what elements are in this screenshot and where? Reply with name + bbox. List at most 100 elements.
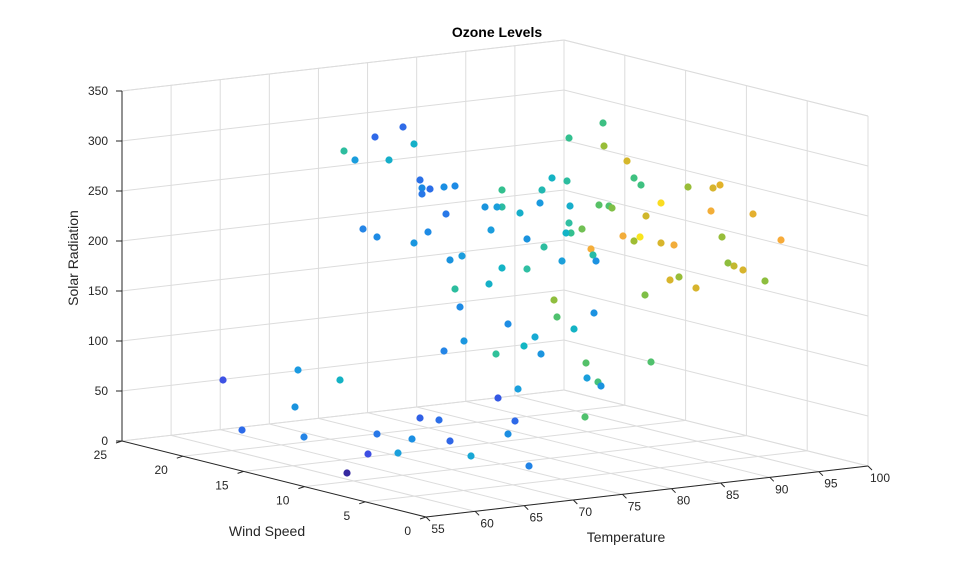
data-point <box>516 209 524 217</box>
data-point <box>675 273 683 281</box>
data-point <box>492 350 500 358</box>
floor-grid-x <box>367 412 672 490</box>
data-point <box>578 225 586 233</box>
data-point <box>666 276 674 284</box>
floor-grid-y <box>243 419 686 472</box>
data-point <box>458 252 466 260</box>
data-point <box>600 142 608 150</box>
data-point <box>730 262 738 270</box>
z-axis-label: Solar Radiation <box>65 210 81 306</box>
data-point <box>548 174 556 182</box>
data-point <box>563 177 571 185</box>
data-point <box>418 190 426 198</box>
data-point <box>749 210 757 218</box>
data-point <box>709 184 717 192</box>
data-point <box>364 450 372 458</box>
y-tick-label: 5 <box>344 509 351 523</box>
floor-grid-x <box>514 395 820 473</box>
wall-grid-z2 <box>563 289 869 367</box>
data-point <box>446 256 454 264</box>
data-point <box>718 233 726 241</box>
data-point <box>494 394 502 402</box>
data-point <box>540 243 548 251</box>
data-point <box>359 225 367 233</box>
data-point <box>570 325 578 333</box>
data-point <box>538 186 546 194</box>
x-tick-mark <box>474 510 480 516</box>
data-point <box>641 291 649 299</box>
data-point <box>498 203 506 211</box>
y-tick-label: 25 <box>94 448 108 462</box>
data-point <box>630 174 638 182</box>
floor-grid-x <box>416 406 721 484</box>
grid-lines <box>121 39 869 518</box>
data-point <box>514 385 522 393</box>
data-point <box>442 210 450 218</box>
x-tick-mark <box>818 471 824 477</box>
data-point <box>531 333 539 341</box>
wall-grid-z2 <box>563 89 869 167</box>
data-point <box>553 313 561 321</box>
data-point <box>739 266 747 274</box>
box-edge <box>563 39 869 117</box>
y-tick-mark <box>298 486 305 490</box>
data-point <box>670 241 678 249</box>
data-point <box>408 435 416 443</box>
x-tick-mark <box>720 482 726 488</box>
x-tick-mark <box>425 516 431 522</box>
y-tick-mark <box>359 501 366 505</box>
data-point <box>373 430 381 438</box>
y-axis-line <box>121 440 427 518</box>
floor-grid-y <box>304 435 747 488</box>
data-point <box>565 134 573 142</box>
data-point <box>724 259 732 267</box>
x-tick-mark <box>572 499 578 505</box>
data-point <box>416 176 424 184</box>
x-tick-label: 65 <box>530 511 544 525</box>
x-tick-label: 80 <box>677 494 691 508</box>
data-point <box>410 239 418 247</box>
data-point <box>537 350 545 358</box>
data-point <box>590 309 598 317</box>
data-point <box>566 202 574 210</box>
data-point <box>582 359 590 367</box>
data-point <box>440 183 448 191</box>
floor-grid-x <box>465 400 770 478</box>
data-points <box>219 119 785 477</box>
wall-grid-z <box>121 89 565 142</box>
data-point <box>504 320 512 328</box>
z-tick-label: 200 <box>88 234 108 248</box>
wall-grid-z2 <box>563 339 869 417</box>
chart-title: Ozone Levels <box>452 24 542 40</box>
x-tick-label: 90 <box>775 482 789 496</box>
data-point <box>336 376 344 384</box>
wall-grid-z2 <box>563 139 869 217</box>
data-point <box>373 233 381 241</box>
x-tick-label: 100 <box>870 471 890 485</box>
x-tick-label: 70 <box>579 505 593 519</box>
data-point <box>637 181 645 189</box>
data-point <box>562 229 570 237</box>
data-point <box>595 201 603 209</box>
data-point <box>440 347 448 355</box>
data-point <box>525 462 533 470</box>
x-axis-label: Temperature <box>587 529 666 545</box>
data-point <box>647 358 655 366</box>
x-tick-mark <box>523 505 529 511</box>
data-point <box>716 181 724 189</box>
data-point <box>435 416 443 424</box>
floor-grid-y <box>182 404 625 457</box>
x-tick-label: 75 <box>628 499 642 513</box>
data-point <box>592 257 600 265</box>
data-point <box>498 186 506 194</box>
data-point <box>498 264 506 272</box>
z-tick-label: 300 <box>88 134 108 148</box>
data-point <box>684 183 692 191</box>
data-point <box>371 133 379 141</box>
data-point <box>608 204 616 212</box>
floor-grid-x <box>170 434 476 512</box>
z-tick-label: 0 <box>101 434 108 448</box>
z-tick-label: 150 <box>88 284 108 298</box>
